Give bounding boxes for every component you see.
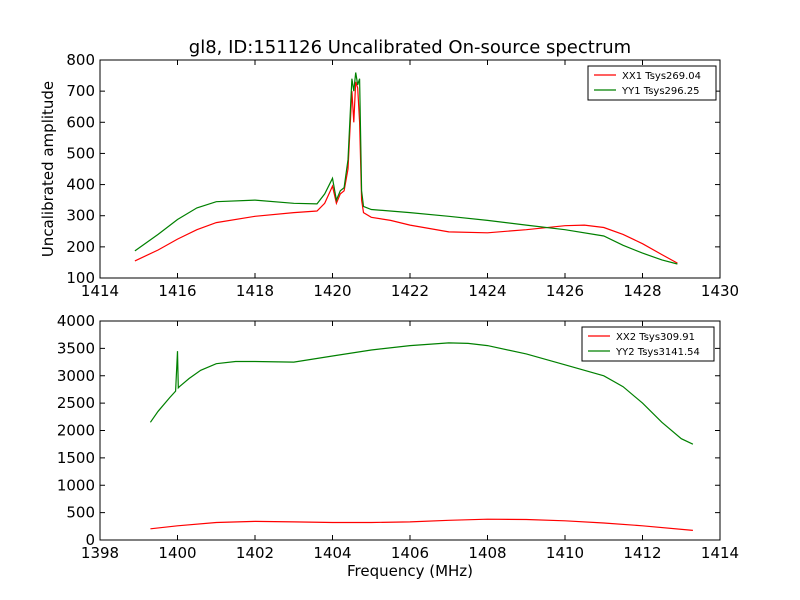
- top-spectrum-panel: 1414 1416 1418 1420 1422 1424 1426 1428 1430 100 2…: [39, 51, 739, 300]
- y-tick-label: 800: [66, 51, 95, 69]
- x-tick-label: 1404: [313, 544, 351, 562]
- y-tick-label: 1500: [57, 449, 95, 467]
- y-tick-label: 300: [66, 207, 95, 225]
- legend-label: XX2 Tsys309.91: [616, 332, 695, 343]
- y-tick-label: 500: [66, 504, 95, 522]
- legend: XX2 Tsys309.91 YY2 Tsys3141.54: [581, 326, 715, 362]
- y-tick-label: 4000: [57, 312, 95, 330]
- y-tick-label: 1000: [57, 476, 95, 494]
- bottom-spectrum-panel: 1398 1400 1402 1404 1406 1408 1410 1412 1414 0 500…: [57, 312, 739, 580]
- series-line-xx1: [134, 81, 678, 264]
- y-tick-label: 400: [66, 176, 95, 194]
- x-tick-label: 1408: [468, 544, 506, 562]
- y-axis-label: Uncalibrated amplitude: [39, 81, 57, 257]
- x-tick-label: 1416: [158, 282, 196, 300]
- figure-title: gl8, ID:151126 Uncalibrated On-source sp…: [189, 37, 631, 58]
- x-tick-label: 1410: [546, 544, 584, 562]
- series-line-xx2: [150, 518, 693, 531]
- y-tick-label: 100: [66, 269, 95, 287]
- x-tick-label: 1414: [701, 544, 739, 562]
- x-tick-label: 1428: [623, 282, 661, 300]
- x-tick-label: 1412: [623, 544, 661, 562]
- x-tick-label: 1420: [313, 282, 351, 300]
- y-tick-label: 3000: [57, 367, 95, 385]
- legend: XX1 Tsys269.04 YY1 Tsys296.25: [587, 65, 717, 101]
- y-tick-label: 700: [66, 82, 95, 100]
- x-tick-label: 1424: [468, 282, 506, 300]
- y-tick-label: 200: [66, 238, 95, 256]
- y-tick-label: 2500: [57, 394, 95, 412]
- y-tick-label: 500: [66, 144, 95, 162]
- x-tick-label: 1400: [158, 544, 196, 562]
- legend-label: YY2 Tsys3141.54: [615, 347, 700, 358]
- legend-label: YY1 Tsys296.25: [621, 86, 700, 97]
- series-line-yy1: [134, 72, 678, 265]
- y-tick-label: 3500: [57, 339, 95, 357]
- legend-box: [587, 65, 717, 101]
- x-tick-label: 1398: [81, 544, 119, 562]
- x-axis-label: Frequency (MHz): [347, 562, 473, 580]
- series-line-yy2: [149, 342, 694, 445]
- x-tick-label: 1402: [236, 544, 274, 562]
- y-tick-label: 600: [66, 113, 95, 131]
- x-tick-label: 1406: [391, 544, 429, 562]
- y-tick-label: 2000: [57, 422, 95, 440]
- legend-box: [581, 326, 715, 362]
- x-tick-label: 1414: [81, 282, 119, 300]
- x-tick-label: 1422: [391, 282, 429, 300]
- x-tick-label: 1426: [546, 282, 584, 300]
- legend-label: XX1 Tsys269.04: [622, 71, 701, 82]
- x-tick-label: 1418: [236, 282, 274, 300]
- x-tick-label: 1430: [701, 282, 739, 300]
- y-tick-label: 0: [85, 531, 95, 549]
